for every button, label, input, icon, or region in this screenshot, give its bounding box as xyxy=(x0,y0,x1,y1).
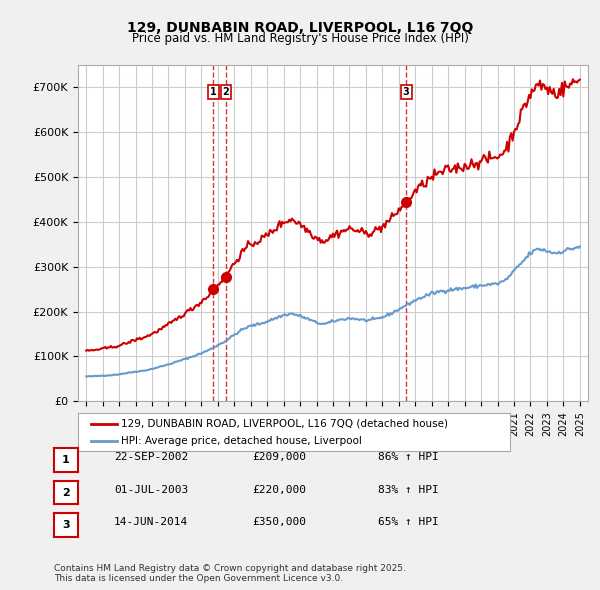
Text: 01-JUL-2003: 01-JUL-2003 xyxy=(114,485,188,494)
Text: 14-JUN-2014: 14-JUN-2014 xyxy=(114,517,188,527)
Text: Price paid vs. HM Land Registry's House Price Index (HPI): Price paid vs. HM Land Registry's House … xyxy=(131,32,469,45)
Text: 3: 3 xyxy=(403,87,410,97)
Text: £350,000: £350,000 xyxy=(252,517,306,527)
Text: £220,000: £220,000 xyxy=(252,485,306,494)
Text: 86% ↑ HPI: 86% ↑ HPI xyxy=(378,453,439,462)
Text: 1: 1 xyxy=(62,455,70,465)
Text: 3: 3 xyxy=(62,520,70,530)
Text: HPI: Average price, detached house, Liverpool: HPI: Average price, detached house, Live… xyxy=(121,435,362,445)
Text: £209,000: £209,000 xyxy=(252,453,306,462)
Text: 2: 2 xyxy=(62,488,70,497)
Text: 65% ↑ HPI: 65% ↑ HPI xyxy=(378,517,439,527)
Text: 22-SEP-2002: 22-SEP-2002 xyxy=(114,453,188,462)
Text: Contains HM Land Registry data © Crown copyright and database right 2025.
This d: Contains HM Land Registry data © Crown c… xyxy=(54,563,406,583)
Text: 1: 1 xyxy=(210,87,217,97)
Text: 2: 2 xyxy=(223,87,229,97)
Text: 83% ↑ HPI: 83% ↑ HPI xyxy=(378,485,439,494)
Text: 129, DUNBABIN ROAD, LIVERPOOL, L16 7QQ (detached house): 129, DUNBABIN ROAD, LIVERPOOL, L16 7QQ (… xyxy=(121,419,448,429)
Text: 129, DUNBABIN ROAD, LIVERPOOL, L16 7QQ: 129, DUNBABIN ROAD, LIVERPOOL, L16 7QQ xyxy=(127,21,473,35)
